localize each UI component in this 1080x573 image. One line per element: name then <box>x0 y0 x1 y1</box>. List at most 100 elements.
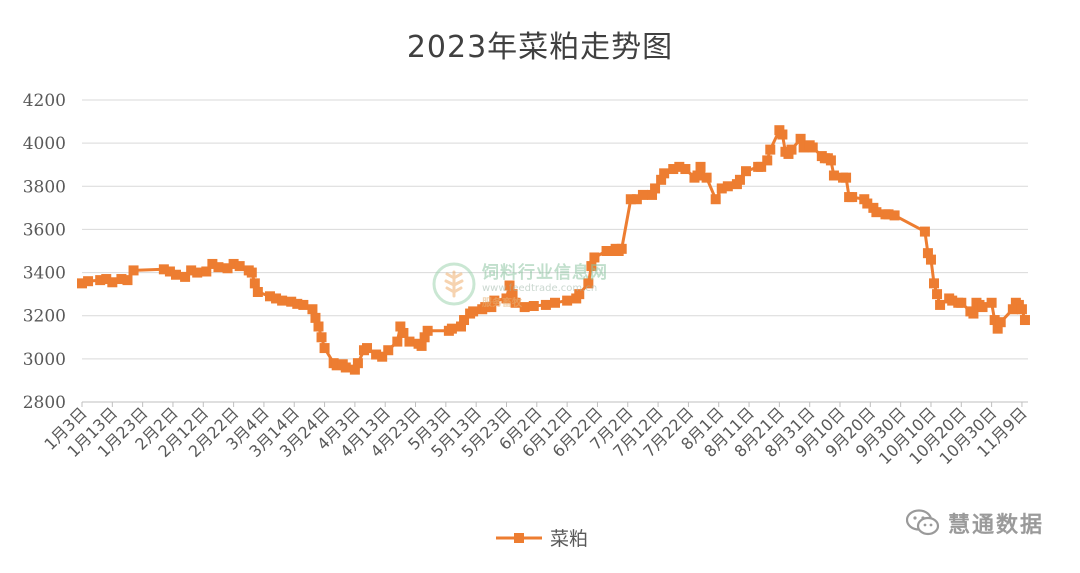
data-point <box>501 293 512 304</box>
data-point <box>1016 304 1027 315</box>
data-point <box>158 264 169 275</box>
data-point <box>659 168 670 179</box>
data-point <box>422 325 433 336</box>
data-point <box>107 277 118 288</box>
data-point <box>310 312 321 323</box>
data-point <box>647 189 658 200</box>
data-point <box>710 194 721 205</box>
y-tick-label: 3400 <box>23 264 66 284</box>
data-point <box>795 133 806 144</box>
data-point <box>277 295 288 306</box>
feed-watermark-url: www.feedtrade.com.cn <box>482 283 598 294</box>
data-point <box>701 172 712 183</box>
data-point <box>249 278 260 289</box>
data-point <box>631 194 642 205</box>
data-point <box>616 243 627 254</box>
data-point <box>550 297 560 308</box>
data-point <box>504 280 515 291</box>
data-point <box>734 174 745 185</box>
data-point <box>968 308 979 319</box>
data-point <box>786 144 797 155</box>
data-point <box>883 209 894 220</box>
data-point <box>995 317 1006 328</box>
data-point <box>807 142 818 153</box>
data-point <box>637 189 648 200</box>
data-point <box>371 349 382 360</box>
data-point <box>989 315 1000 326</box>
y-tick-label: 4200 <box>23 91 66 111</box>
data-point <box>841 172 852 183</box>
data-point <box>419 332 430 343</box>
data-point <box>377 351 388 362</box>
data-point <box>871 207 882 218</box>
data-point <box>932 289 943 300</box>
data-point <box>316 332 327 343</box>
data-point <box>319 343 330 354</box>
y-tick-label: 3000 <box>23 350 66 370</box>
data-point <box>128 265 139 276</box>
data-point <box>922 248 933 259</box>
feed-logo-icon <box>432 262 476 305</box>
data-point <box>468 306 479 317</box>
data-point <box>395 321 406 332</box>
data-point <box>264 291 275 302</box>
data-point <box>116 274 127 285</box>
data-point <box>625 194 636 205</box>
data-point <box>271 293 282 304</box>
chart-title: 2023年菜粕走势图 <box>406 30 674 65</box>
data-point <box>246 267 257 278</box>
data-point <box>207 258 218 269</box>
data-point <box>540 299 551 310</box>
data-point <box>919 226 930 237</box>
data-point <box>234 261 245 272</box>
data-point <box>680 164 691 175</box>
data-point <box>349 364 360 375</box>
data-point <box>586 261 597 272</box>
data-point <box>756 161 767 172</box>
data-point <box>604 246 615 256</box>
y-tick-label: 3200 <box>23 307 66 327</box>
data-point <box>392 336 403 347</box>
data-point <box>122 275 133 286</box>
data-point <box>956 297 967 308</box>
data-point <box>170 269 181 280</box>
data-point <box>528 301 539 312</box>
series-line <box>81 128 1027 372</box>
data-point <box>992 323 1003 334</box>
data-point <box>292 298 303 309</box>
data-point <box>180 271 191 282</box>
data-point <box>722 181 733 192</box>
data-point <box>298 299 309 310</box>
y-tick-label: 3800 <box>23 177 66 197</box>
data-point <box>828 170 839 181</box>
data-point <box>456 321 467 332</box>
data-point <box>383 345 394 356</box>
data-point <box>286 296 297 307</box>
data-point <box>798 142 809 153</box>
data-point <box>519 302 530 313</box>
data-point <box>222 263 233 274</box>
data-point <box>986 297 997 308</box>
watermark-text: 慧通数据 <box>947 513 1044 538</box>
data-point <box>1019 315 1030 326</box>
data-point <box>674 161 685 172</box>
data-point <box>307 304 318 315</box>
data-point <box>192 267 203 278</box>
data-point <box>489 295 500 306</box>
data-point <box>574 289 585 300</box>
data-point <box>847 192 858 203</box>
data-point <box>404 336 415 347</box>
data-point <box>935 299 946 310</box>
data-point <box>331 360 342 371</box>
data-point <box>480 302 491 313</box>
data-point <box>313 321 324 332</box>
data-point <box>668 164 679 175</box>
data-point <box>925 254 936 265</box>
data-point <box>692 170 703 181</box>
watermark: 慧通数据 <box>905 507 1044 539</box>
data-point <box>186 265 197 276</box>
data-point <box>228 258 239 269</box>
data-point <box>889 210 900 221</box>
data-point <box>741 166 752 177</box>
